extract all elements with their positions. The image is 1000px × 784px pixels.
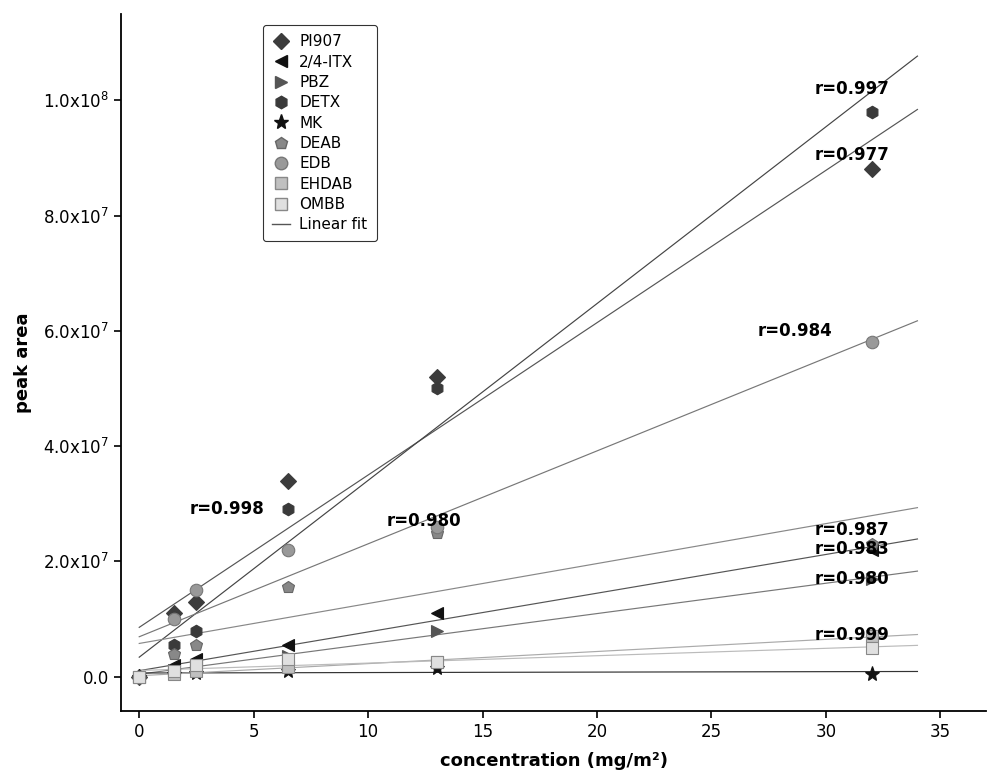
Text: r=0.997: r=0.997: [814, 80, 889, 98]
Text: r=0.998: r=0.998: [190, 500, 264, 518]
Y-axis label: peak area: peak area: [14, 312, 32, 413]
Text: r=0.984: r=0.984: [757, 322, 832, 339]
Text: r=0.980: r=0.980: [814, 570, 889, 588]
Text: r=0.980: r=0.980: [386, 512, 461, 530]
Text: r=0.987: r=0.987: [814, 521, 889, 539]
Legend: PI907, 2/4-ITX, PBZ, DETX, MK, DEAB, EDB, EHDAB, OMBB, Linear fit: PI907, 2/4-ITX, PBZ, DETX, MK, DEAB, EDB…: [263, 25, 377, 241]
X-axis label: concentration (mg/m²): concentration (mg/m²): [440, 752, 668, 770]
Text: r=0.983: r=0.983: [814, 539, 889, 557]
Text: r=0.999: r=0.999: [814, 626, 889, 644]
Text: r=0.977: r=0.977: [814, 146, 889, 164]
